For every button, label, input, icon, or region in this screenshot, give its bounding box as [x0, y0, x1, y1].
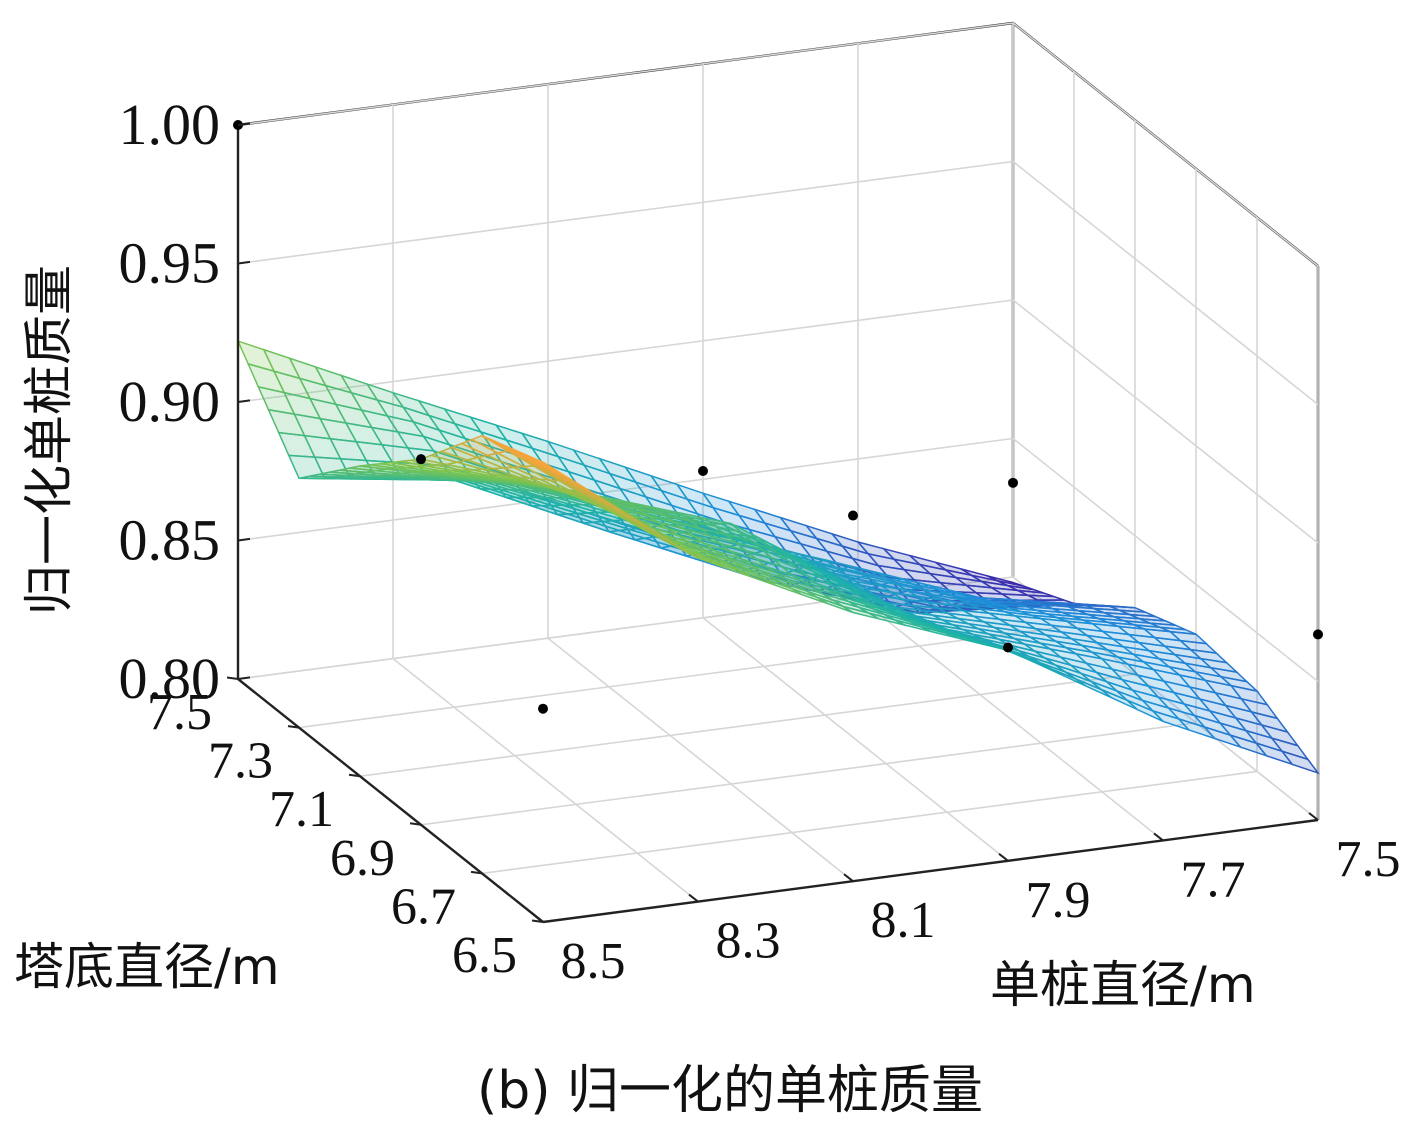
z-tick-labels: 0.80 0.85 0.90 0.95 1.00: [119, 92, 251, 711]
floor-grid-line: [857, 596, 1164, 842]
y-tick-mark: [226, 676, 239, 680]
y-tick-mark: [348, 773, 361, 778]
data-point-marker: [698, 465, 708, 476]
y-tick-label: 7.5: [147, 684, 212, 741]
side-wall-grid-line: [1012, 299, 1319, 544]
floor-grid-line: [420, 722, 1197, 826]
z-tick-label: 0.85: [119, 508, 221, 573]
floor-grid-line: [481, 770, 1258, 875]
z-tick-label: 0.90: [119, 369, 221, 434]
y-tick-label: 6.7: [391, 878, 456, 935]
grid-lines: [237, 22, 1319, 923]
back-wall-grid-line: [237, 160, 1014, 265]
data-markers: [233, 120, 1323, 714]
x-tick-mark: [998, 853, 1009, 862]
floor-grid-line: [547, 637, 854, 882]
y-axis-title: 塔底直径/m: [14, 938, 280, 996]
y-tick-mark: [409, 822, 422, 826]
z-tick-label: 0.80: [119, 646, 221, 711]
data-point-marker: [1003, 642, 1013, 653]
z-tick-mark: [237, 260, 251, 265]
x-tick-labels: 8.5 8.3 8.1 7.9 7.7 7.5: [533, 812, 1401, 990]
back-wall-grid-line: [237, 437, 1014, 542]
x-tick-mark: [533, 914, 544, 923]
x-axis-line: [542, 818, 1319, 924]
floor-grid-line: [298, 624, 1075, 729]
x-tick-label: 8.3: [716, 913, 781, 970]
x-tick-label: 8.1: [871, 892, 936, 949]
y-tick-label: 7.1: [269, 781, 334, 838]
surface-cell: [532, 457, 570, 479]
floor-grid-line: [359, 673, 1136, 777]
z-tick-label: 1.00: [119, 92, 221, 157]
data-point-marker: [1008, 477, 1018, 488]
y-tick-mark: [470, 870, 483, 875]
x-tick-mark: [1153, 832, 1164, 842]
side-wall-grid-line: [1012, 437, 1319, 683]
x-tick-label: 7.5: [1336, 831, 1401, 888]
x-tick-mark: [843, 873, 854, 882]
floor-grid-line: [702, 617, 1009, 862]
floor-grid-line: [392, 657, 699, 903]
z-tick-mark: [237, 537, 251, 542]
x-tick-mark: [1308, 812, 1319, 821]
z-axis-title: 归一化单桩质量: [20, 265, 78, 615]
y-tick-label: 6.5: [452, 927, 517, 984]
back-wall-grid-line: [237, 22, 1014, 126]
x-tick-label: 7.7: [1181, 851, 1246, 908]
y-axis-line: [237, 678, 544, 923]
z-tick-mark: [237, 676, 251, 680]
surface-mesh: [236, 339, 1321, 775]
back-wall-grid-line: [237, 576, 1014, 680]
y-tick-labels: 7.57.37.16.96.76.5: [147, 676, 544, 984]
x-tick-mark: [688, 893, 699, 903]
x-axis-title: 单桩直径/m: [990, 956, 1256, 1014]
figure-caption: (b) 归一化的单桩质量: [477, 1061, 983, 1121]
side-wall-grid-line: [1012, 22, 1319, 267]
x-tick-label: 7.9: [1026, 872, 1091, 929]
y-tick-label: 6.9: [330, 830, 395, 887]
data-point-marker: [848, 510, 858, 521]
z-tick-mark: [237, 399, 251, 403]
data-point-marker: [416, 454, 426, 465]
z-tick-mark: [237, 122, 251, 126]
data-point-marker: [1313, 629, 1323, 640]
x-tick-label: 8.5: [561, 933, 626, 990]
data-point-marker: [538, 703, 548, 714]
y-tick-mark: [287, 725, 300, 729]
side-wall-grid-line: [1012, 160, 1319, 406]
y-tick-label: 7.3: [208, 733, 273, 790]
z-tick-label: 0.95: [119, 231, 221, 296]
